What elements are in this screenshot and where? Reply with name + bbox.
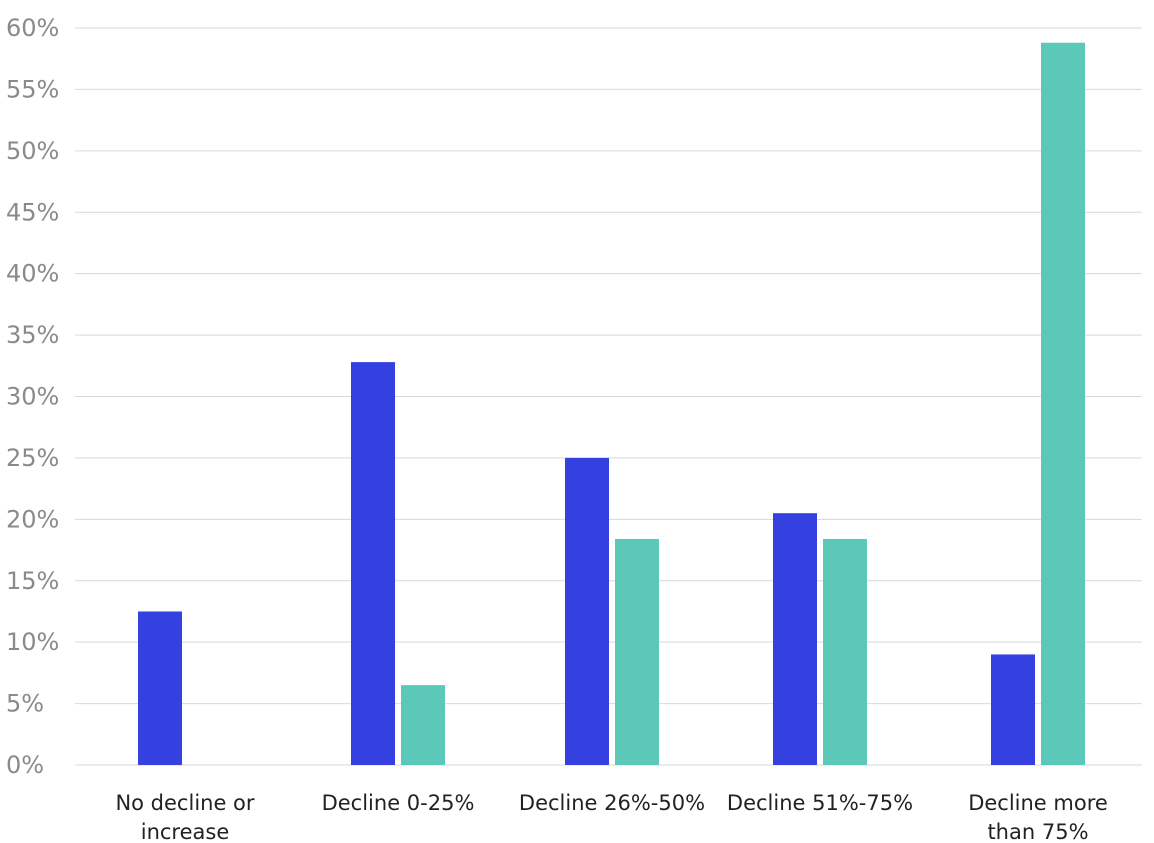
x-category-label: increase	[141, 820, 230, 843]
y-axis-tick-labels: 0% 5% 10% 15% 20% 25% 30% 35% 40% 45% 50% 55% 60%	[6, 14, 59, 779]
bar-series-2-cat-4	[823, 538, 867, 765]
bar-series-1-cat-5	[991, 654, 1035, 765]
y-tick-label: 45%	[6, 198, 59, 226]
y-tick-label: 25%	[6, 444, 59, 472]
x-axis-category-labels: No decline or increase Decline 0-25% Declin…	[115, 791, 1107, 843]
y-tick-label: 0%	[6, 751, 44, 779]
y-tick-label: 15%	[6, 567, 59, 595]
y-tick-label: 60%	[6, 14, 59, 42]
x-category-label: Decline 26%-50%	[519, 791, 705, 815]
y-tick-label: 30%	[6, 383, 59, 411]
bar-series-2-cat-3	[615, 538, 659, 765]
x-category-label: than 75%	[987, 820, 1088, 843]
bar-series-1-cat-4	[773, 513, 817, 765]
bar-series-1-cat-1	[138, 611, 182, 765]
y-tick-label: 10%	[6, 628, 59, 656]
bars	[138, 42, 1085, 766]
y-tick-label: 50%	[6, 137, 59, 165]
y-tick-label: 40%	[6, 260, 59, 288]
y-tick-label: 35%	[6, 321, 59, 349]
x-category-label: No decline or	[115, 791, 254, 815]
y-tick-label: 5%	[6, 690, 44, 718]
y-tick-label: 20%	[6, 505, 59, 533]
y-tick-label: 55%	[6, 75, 59, 103]
bar-series-1-cat-3	[565, 457, 609, 765]
x-category-label: Decline more	[968, 791, 1108, 815]
bar-series-2-cat-2	[401, 685, 445, 765]
bar-series-1-cat-2	[351, 362, 395, 765]
x-category-label: Decline 0-25%	[322, 791, 475, 815]
bar-series-2-cat-5	[1041, 42, 1085, 766]
x-category-label: Decline 51%-75%	[727, 791, 913, 815]
